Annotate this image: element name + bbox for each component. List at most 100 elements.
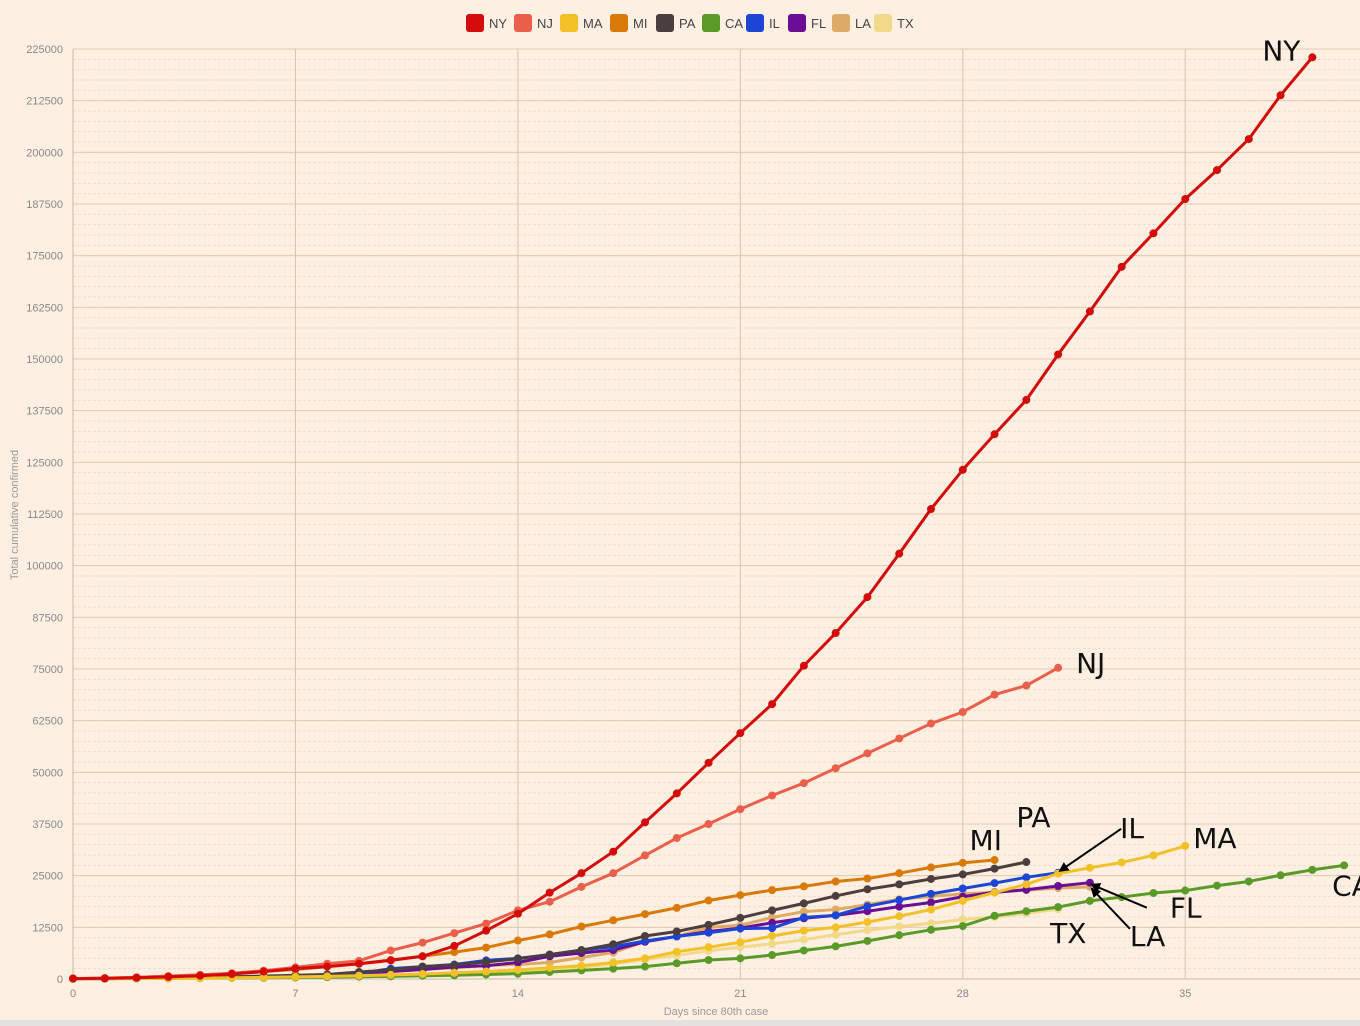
data-point-ca [1085, 896, 1094, 905]
legend-item-il[interactable]: IL [746, 14, 780, 32]
data-point-ca [768, 951, 777, 960]
data-point-pa [863, 885, 872, 894]
legend-item-pa[interactable]: PA [656, 14, 695, 32]
data-point-ny [323, 962, 332, 971]
y-tick-label: 150000 [26, 354, 63, 366]
legend-item-ny[interactable]: NY [466, 14, 507, 32]
data-point-ca [799, 946, 808, 955]
data-point-nj [990, 690, 999, 699]
data-point-ca [1213, 881, 1221, 890]
data-point-ma [736, 938, 745, 947]
data-point-ma [259, 973, 268, 982]
data-point-nj [386, 946, 395, 955]
data-point-ny [545, 888, 554, 897]
data-point-ny [291, 964, 300, 973]
legend-label: LA [855, 15, 871, 31]
legend-item-tx[interactable]: TX [874, 14, 914, 32]
legend-item-ma[interactable]: MA [560, 14, 603, 32]
data-point-ma [577, 961, 586, 970]
annotation-ny: NY [1262, 34, 1301, 67]
data-point-pa [990, 864, 999, 873]
data-point-ny [450, 941, 459, 950]
data-point-mi [577, 922, 586, 931]
data-point-pa [418, 962, 427, 971]
data-point-pa [482, 958, 491, 967]
data-point-ny [386, 956, 395, 965]
data-point-ma [609, 958, 618, 967]
data-point-ny [1149, 229, 1158, 238]
data-point-mi [831, 877, 840, 886]
data-point-ma [291, 972, 300, 981]
data-point-ma [1181, 841, 1190, 850]
data-point-ca [1276, 871, 1285, 880]
data-point-ny [1181, 195, 1190, 204]
x-tick-labels: 0 7 14 21 28 35 [70, 988, 1191, 1000]
data-point-pa [895, 880, 904, 889]
data-point-pa [1022, 858, 1031, 867]
data-point-ma [799, 926, 808, 935]
series-ny [69, 53, 1317, 983]
data-point-il [990, 879, 999, 888]
data-point-nj [482, 919, 491, 928]
data-point-ny [1022, 395, 1031, 404]
data-point-ca [736, 954, 745, 963]
legend-label: NJ [537, 15, 553, 31]
y-tick-label: 225000 [26, 44, 63, 56]
x-tick-label: 0 [70, 988, 76, 1000]
data-point-ma [895, 912, 904, 921]
legend-label: MA [583, 15, 603, 31]
major-gridlines [72, 48, 1360, 980]
data-point-mi [450, 948, 459, 957]
data-point-pa [641, 932, 649, 941]
data-point-nj [736, 805, 745, 814]
data-point-ca [831, 942, 840, 951]
data-point-ca [641, 962, 649, 971]
data-point-la [831, 905, 840, 914]
legend-label: PA [679, 15, 696, 31]
data-point-nj [895, 734, 904, 743]
data-point-ny [577, 869, 586, 878]
data-point-mi [704, 896, 713, 905]
legend-item-mi[interactable]: MI [610, 14, 647, 32]
annotation-il: IL [1120, 812, 1144, 845]
data-point-mi [482, 943, 491, 952]
data-point-ma [1085, 863, 1094, 872]
annotation-la: LA [1130, 920, 1165, 953]
data-point-ny [69, 974, 77, 983]
data-point-ma [482, 967, 491, 976]
legend-label: TX [897, 15, 914, 31]
data-point-nj [1022, 681, 1031, 690]
legend-item-la[interactable]: LA [832, 14, 871, 32]
data-point-pa [704, 920, 713, 929]
data-point-ca [672, 959, 681, 968]
data-point-ma [1022, 880, 1031, 889]
legend-swatch [788, 14, 806, 32]
data-point-mi [895, 869, 904, 878]
legend-label: NY [489, 15, 508, 31]
data-point-nj [863, 749, 872, 758]
data-point-ma [1149, 851, 1158, 860]
data-point-ny [1085, 307, 1094, 316]
data-point-ma [958, 896, 967, 905]
data-point-mi [641, 910, 649, 919]
data-point-nj [418, 938, 427, 947]
legend-item-ca[interactable]: CA [702, 14, 743, 32]
y-tick-label: 200000 [26, 147, 63, 159]
x-tick-label: 28 [957, 988, 969, 1000]
data-point-nj [450, 929, 459, 938]
legend-item-nj[interactable]: NJ [514, 14, 553, 32]
data-point-ny [672, 789, 681, 798]
data-point-ca [1149, 889, 1158, 898]
data-point-ma [545, 963, 554, 972]
legend-item-fl[interactable]: FL [788, 14, 826, 32]
y-tick-label: 12500 [32, 922, 63, 934]
data-point-tx [831, 930, 840, 939]
y-tick-label: 87500 [32, 612, 63, 624]
data-point-fl [895, 902, 904, 911]
data-point-ny [704, 758, 713, 767]
annotation-fl: FL [1170, 892, 1202, 925]
annotation-mi: MI [970, 824, 1002, 857]
data-point-mi [609, 916, 618, 925]
y-tick-label: 125000 [26, 457, 63, 469]
